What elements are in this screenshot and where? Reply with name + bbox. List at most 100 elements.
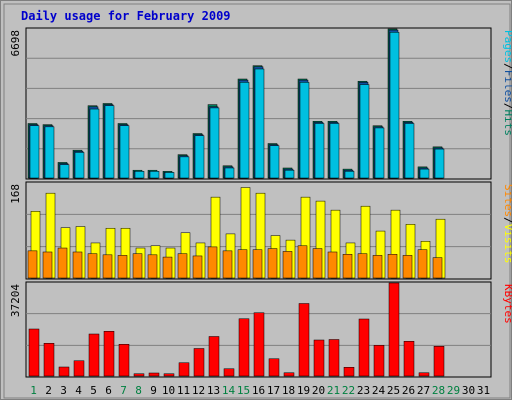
bar-kbytes: [223, 368, 235, 377]
bar-kbytes: [358, 318, 370, 377]
x-tick-label: 4: [75, 384, 82, 397]
x-tick-label: 26: [402, 384, 415, 397]
bar-sites: [342, 254, 353, 279]
x-tick-label: 2: [45, 384, 52, 397]
x-tick-label: 17: [267, 384, 280, 397]
bar-sites: [132, 253, 143, 279]
legend-entry: /: [502, 63, 512, 70]
bar-kbytes: [238, 318, 250, 377]
bar-sites: [102, 254, 113, 279]
legend-kbytes: KBytes: [502, 284, 512, 324]
x-tick-label: 25: [387, 384, 400, 397]
bar-sites: [402, 255, 413, 279]
x-tick-label: 5: [90, 384, 97, 397]
x-tick-label: 18: [282, 384, 295, 397]
x-tick-label: 12: [192, 384, 205, 397]
bar-pages: [434, 148, 445, 179]
bar-kbytes: [148, 372, 160, 377]
bar-kbytes: [418, 372, 430, 377]
bar-pages: [374, 127, 385, 179]
bar-pages: [59, 164, 70, 179]
bar-kbytes: [253, 312, 265, 377]
bar-pages: [224, 167, 235, 179]
x-tick-label: 29: [447, 384, 460, 397]
bar-pages: [314, 123, 325, 179]
y-max-label: 168: [9, 184, 22, 204]
bar-sites: [177, 253, 188, 279]
bar-pages: [209, 107, 220, 179]
x-tick-label: 14: [222, 384, 236, 397]
bar-sites: [27, 250, 38, 279]
legend-entry: KBytes: [502, 284, 512, 324]
bar-sites: [327, 251, 338, 279]
x-tick-label: 30: [462, 384, 475, 397]
bar-kbytes: [373, 345, 385, 377]
bar-pages: [29, 125, 40, 179]
legend-entry: Visits: [502, 224, 512, 264]
bar-pages: [89, 108, 100, 179]
bar-kbytes: [88, 333, 100, 377]
x-tick-label: 21: [327, 384, 340, 397]
bar-sites: [237, 249, 248, 279]
x-tick-label: 3: [60, 384, 67, 397]
bar-pages: [389, 32, 400, 179]
bar-sites: [297, 245, 308, 279]
bar-pages: [149, 171, 160, 179]
bar-pages: [44, 126, 55, 179]
bar-kbytes: [178, 362, 190, 377]
bar-pages: [104, 105, 115, 179]
bar-sites: [432, 257, 443, 279]
bar-kbytes: [133, 373, 145, 377]
bar-sites: [267, 248, 278, 279]
bar-sites: [162, 256, 173, 279]
bar-sites: [222, 250, 233, 279]
bar-kbytes: [163, 373, 175, 377]
chart-border: [3, 3, 511, 399]
bar-kbytes: [58, 366, 70, 377]
bar-pages: [329, 123, 340, 179]
bar-pages: [164, 172, 175, 179]
bar-sites: [192, 255, 203, 279]
bar-kbytes: [208, 336, 220, 377]
legend-entry: /: [502, 103, 512, 110]
x-tick-label: 20: [312, 384, 325, 397]
bar-pages: [344, 171, 355, 179]
bar-pages: [239, 82, 250, 179]
bar-kbytes: [73, 360, 85, 377]
legend-visits: Sites/Visits: [502, 184, 512, 264]
bar-kbytes: [343, 367, 355, 377]
legend-entry: Pages: [502, 30, 512, 63]
bar-pages: [134, 171, 145, 179]
bar-sites: [207, 246, 218, 279]
x-tick-label: 27: [417, 384, 430, 397]
x-tick-label: 1: [30, 384, 37, 397]
x-tick-label: 9: [150, 384, 157, 397]
bar-sites: [372, 255, 383, 279]
bar-kbytes: [433, 346, 445, 377]
x-tick-label: 8: [135, 384, 142, 397]
bar-sites: [147, 254, 158, 279]
bar-pages: [119, 125, 130, 179]
bar-pages: [269, 145, 280, 179]
legend-entry: Files: [502, 70, 512, 103]
x-tick-label: 13: [207, 384, 220, 397]
legend-entry: /: [502, 217, 512, 224]
bar-sites: [282, 251, 293, 279]
bar-pages: [404, 123, 415, 179]
x-tick-label: 10: [162, 384, 175, 397]
bar-kbytes: [43, 343, 55, 377]
bar-sites: [387, 254, 398, 279]
bar-kbytes: [193, 348, 205, 377]
x-tick-label: 11: [177, 384, 190, 397]
bar-pages: [359, 84, 370, 179]
bar-kbytes: [118, 344, 130, 377]
y-max-label: 37204: [9, 284, 22, 317]
bar-sites: [252, 249, 263, 279]
bar-kbytes: [298, 303, 310, 377]
bar-sites: [87, 253, 98, 279]
bar-sites: [357, 253, 368, 279]
x-tick-label: 24: [372, 384, 386, 397]
x-tick-label: 6: [105, 384, 112, 397]
bar-pages: [419, 168, 430, 179]
x-tick-label: 16: [252, 384, 265, 397]
